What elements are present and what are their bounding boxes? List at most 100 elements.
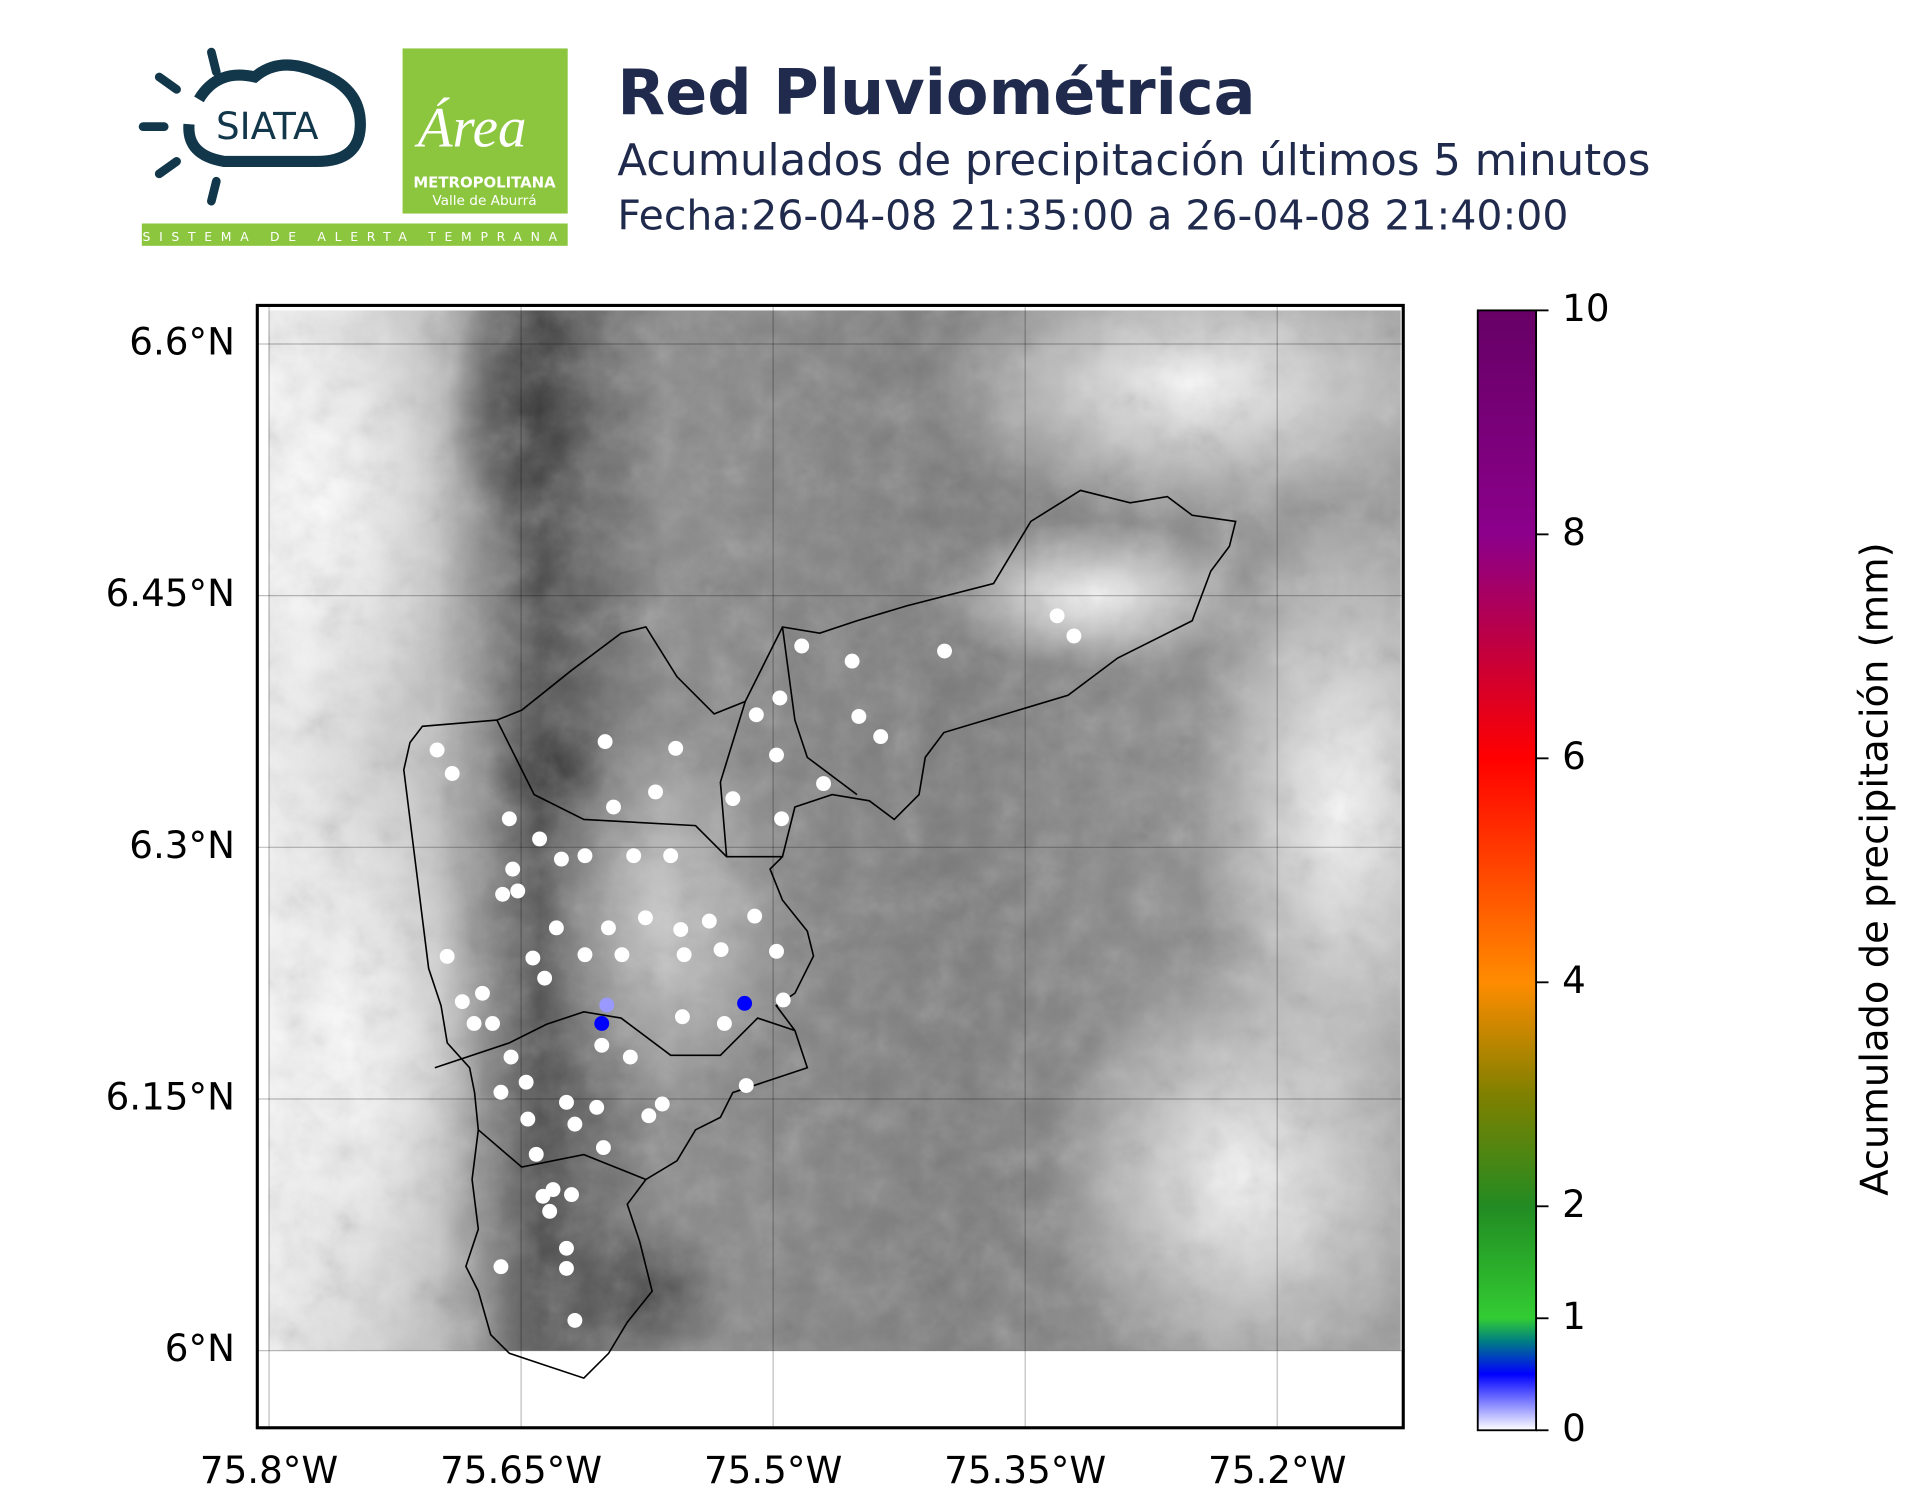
station xyxy=(501,811,517,827)
station xyxy=(844,653,860,669)
colorbar-tick-label: 1 xyxy=(1562,1294,1586,1338)
station xyxy=(648,784,663,800)
station xyxy=(559,1094,574,1110)
station xyxy=(816,776,832,792)
station xyxy=(553,851,569,867)
subtitle: Acumulados de precipitación últimos 5 mi… xyxy=(617,136,1650,186)
colorbar-tick-label: 8 xyxy=(1562,510,1586,554)
station xyxy=(564,1187,579,1203)
station xyxy=(594,1016,610,1031)
station xyxy=(606,799,621,815)
colorbar-label: Acumulado de precipitación (mm) xyxy=(1852,542,1897,1195)
station xyxy=(599,997,615,1013)
station xyxy=(774,811,789,827)
station xyxy=(676,947,692,963)
area-text: Área xyxy=(414,97,527,160)
station xyxy=(725,791,741,807)
station xyxy=(626,848,642,864)
station xyxy=(737,995,753,1011)
station xyxy=(622,1049,638,1065)
station xyxy=(772,690,788,706)
date: Fecha:26-04-08 21:35:00 a 26-04-08 21:40… xyxy=(617,192,1568,240)
station xyxy=(663,848,679,864)
station xyxy=(701,913,717,929)
station xyxy=(595,1140,611,1156)
station xyxy=(454,994,470,1010)
station xyxy=(589,1099,605,1115)
map-frame xyxy=(255,303,1405,1430)
colorbar-ticks: 0 1 2 4 6 8 10 xyxy=(1536,286,1610,1450)
y-tick-label: 6.6°N xyxy=(129,320,235,364)
x-tick-label: 75.65°W xyxy=(440,1448,602,1492)
x-tick-label: 75.35°W xyxy=(944,1448,1106,1492)
station xyxy=(567,1116,583,1132)
station xyxy=(542,1203,558,1219)
station xyxy=(429,742,445,758)
area-metro: METROPOLITANA xyxy=(413,173,556,191)
tagline: SISTEMA DE ALERTA TEMPRANA xyxy=(143,229,566,244)
station xyxy=(444,766,460,781)
station xyxy=(637,910,653,926)
station xyxy=(475,985,490,1001)
y-tick-label: 6.3°N xyxy=(129,823,235,867)
station xyxy=(738,1078,754,1093)
station xyxy=(520,1111,536,1127)
station xyxy=(614,947,630,963)
station xyxy=(528,1146,544,1162)
station xyxy=(577,947,593,963)
station xyxy=(1049,608,1065,624)
station xyxy=(493,1084,509,1100)
station xyxy=(532,831,548,847)
colorbar-tick-label: 2 xyxy=(1562,1182,1586,1226)
station xyxy=(505,861,521,877)
station xyxy=(597,734,613,750)
grid xyxy=(257,305,1404,1428)
station xyxy=(503,1049,519,1065)
station xyxy=(567,1312,583,1328)
station xyxy=(510,883,526,899)
colorbar-tick-label: 10 xyxy=(1562,286,1609,330)
colorbar xyxy=(1476,309,1538,1432)
x-tick-label: 75.8°W xyxy=(200,1448,338,1492)
station xyxy=(439,948,455,964)
terrain xyxy=(268,310,1401,1351)
station xyxy=(485,1016,500,1031)
station xyxy=(794,638,810,654)
station xyxy=(518,1074,534,1090)
colorbar-tick-label: 4 xyxy=(1562,958,1586,1002)
station xyxy=(748,707,764,723)
station xyxy=(769,943,784,959)
station xyxy=(594,1037,610,1053)
y-tick-label: 6.15°N xyxy=(106,1074,235,1118)
station xyxy=(668,740,684,756)
station xyxy=(654,1096,670,1112)
area-logo: Área METROPOLITANA Valle de Aburrá SISTE… xyxy=(141,48,568,246)
station xyxy=(673,922,689,937)
siata-logo: SIATA xyxy=(138,47,366,206)
station xyxy=(559,1260,574,1276)
station xyxy=(535,1188,551,1204)
station xyxy=(525,950,541,966)
axes: 75.8°W 75.65°W 75.5°W 75.35°W 75.2°W 6.6°N 6.4… xyxy=(106,320,1347,1492)
area-valle: Valle de Aburrá xyxy=(432,193,536,209)
station xyxy=(747,908,763,924)
station xyxy=(713,942,729,958)
stations xyxy=(429,608,1082,1328)
station xyxy=(495,886,511,902)
station xyxy=(466,1016,482,1031)
station xyxy=(775,992,791,1008)
station xyxy=(716,1016,732,1031)
station xyxy=(577,848,593,864)
station xyxy=(1066,628,1082,644)
station xyxy=(559,1240,574,1256)
siata-text: SIATA xyxy=(216,104,319,148)
x-tick-label: 75.2°W xyxy=(1208,1448,1346,1492)
station xyxy=(674,1009,690,1025)
station xyxy=(641,1108,657,1124)
colorbar-tick-label: 0 xyxy=(1562,1406,1586,1450)
station xyxy=(769,747,784,763)
title: Red Pluviométrica xyxy=(617,56,1255,129)
station xyxy=(493,1259,509,1275)
y-tick-label: 6°N xyxy=(165,1326,235,1370)
